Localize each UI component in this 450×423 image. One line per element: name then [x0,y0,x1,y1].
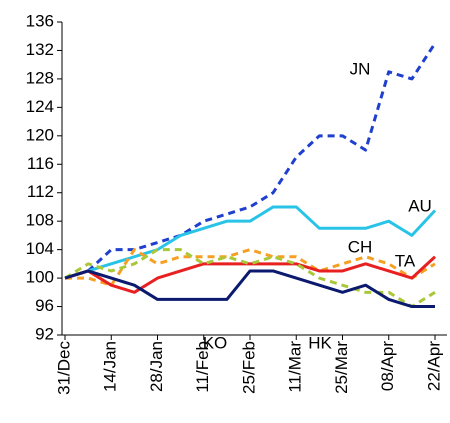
series-line [65,248,436,287]
series-label: HK [308,333,332,352]
series-label: TA [395,251,416,270]
series-label: KO [203,333,228,352]
y-tick-label: 120 [26,125,54,144]
x-tick-label: 31/Dec [54,341,73,395]
series-line [64,42,437,280]
y-tick-label: 116 [27,154,54,173]
x-tick-label: 22/Apr [424,341,443,391]
y-tick-label: 132 [26,40,54,59]
series-label: AU [408,196,432,215]
y-tick-label: 96 [35,296,54,315]
y-tick-label: 104 [26,239,54,258]
y-tick-label: 128 [26,68,54,87]
y-tick-label: 136 [26,11,54,30]
y-tick-label: 100 [26,268,54,287]
series-line [64,248,436,309]
x-tick-label: 25/Feb [239,341,258,394]
y-tick-label: 108 [26,211,54,230]
x-tick-label: 08/Apr [378,341,397,391]
x-tick-label: 28/Jan [147,341,166,392]
x-tick-label: 25/Mar [332,341,351,394]
y-tick-label: 124 [26,97,54,116]
series-line [64,255,437,294]
y-tick-label: 112 [27,182,54,201]
series-label: JN [350,59,371,78]
x-tick-label: 11/Feb [193,341,212,393]
x-tick-label: 14/Jan [101,341,120,392]
series-label: CH [348,237,373,256]
y-tick-label: 92 [35,324,54,343]
x-tick-label: 11/Mar [286,341,305,393]
series-line [64,269,435,309]
